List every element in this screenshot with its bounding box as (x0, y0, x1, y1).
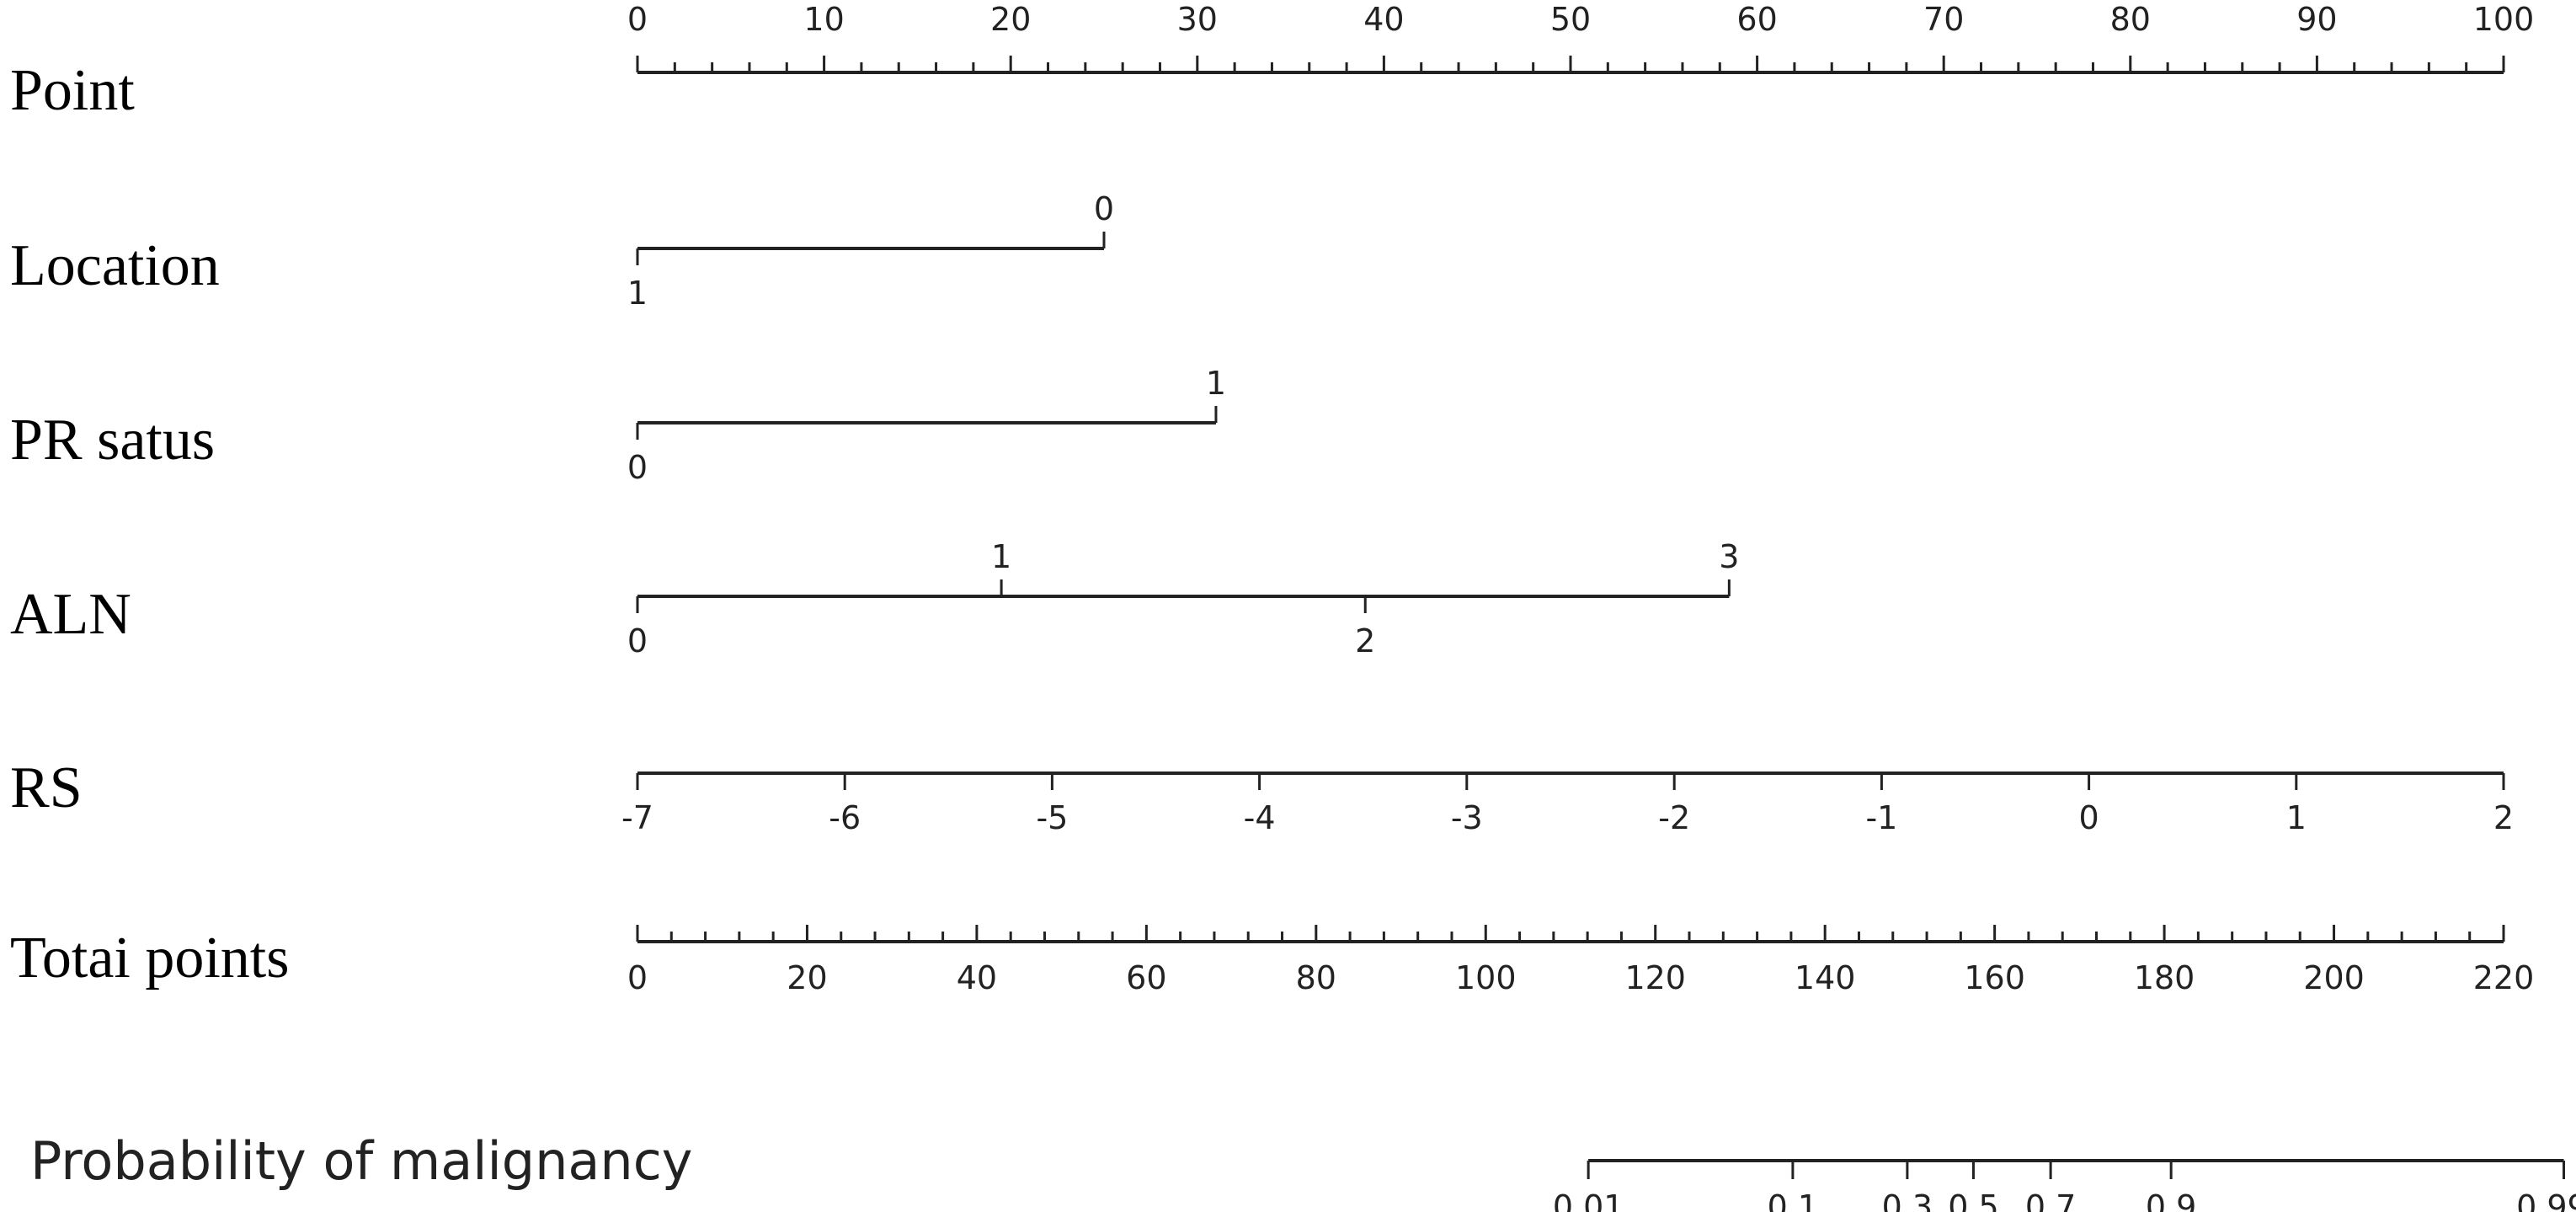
rs-level-label: -5 (1036, 799, 1068, 836)
probability-tick-label: 0.9 (2146, 1188, 2196, 1212)
probability-tick-label: 0.999 (2516, 1188, 2576, 1212)
probability-tick-label: 0.5 (1948, 1188, 1998, 1212)
row-label-location: Location (10, 233, 220, 298)
row-label-probability: Probability of malignancy (30, 1130, 692, 1192)
point-tick-label: 50 (1550, 1, 1591, 38)
rs-level-label: -3 (1451, 799, 1483, 836)
row-label-point: Point (10, 58, 135, 123)
rs-level-label: -1 (1865, 799, 1897, 836)
total-tick-label: 120 (1624, 959, 1686, 996)
total-tick-label: 140 (1795, 959, 1856, 996)
probability-tick-label: 0.3 (1882, 1188, 1933, 1212)
rs-level-label: -4 (1244, 799, 1276, 836)
row-label-total-points: Totai points (10, 926, 289, 990)
total-tick-label: 200 (2303, 959, 2365, 996)
total-tick-label: 20 (787, 959, 827, 996)
point-tick-label: 40 (1363, 1, 1404, 38)
probability-tick-label: 0.1 (1768, 1188, 1818, 1212)
total-tick-label: 40 (957, 959, 997, 996)
rs-level-label: 2 (2493, 799, 2514, 836)
aln-level-label: 3 (1719, 538, 1739, 575)
location-level-label: 1 (627, 275, 648, 312)
probability-tick-label: 0.7 (2025, 1188, 2076, 1212)
rs-level-label: -2 (1658, 799, 1690, 836)
aln-level-label: 1 (991, 538, 1011, 575)
point-tick-label: 10 (803, 1, 844, 38)
point-tick-label: 90 (2296, 1, 2337, 38)
total-tick-label: 160 (1964, 959, 2025, 996)
rs-level-label: -6 (829, 799, 861, 836)
rs-level-label: 0 (2079, 799, 2099, 836)
point-tick-label: 80 (2110, 1, 2151, 38)
row-label-rs: RS (10, 755, 83, 820)
total-tick-label: 100 (1455, 959, 1517, 996)
location-level-label: 0 (1094, 190, 1114, 227)
point-tick-label: 0 (627, 1, 648, 38)
total-tick-label: 220 (2473, 959, 2535, 996)
rs-level-label: -7 (621, 799, 653, 836)
total-tick-label: 80 (1296, 959, 1336, 996)
aln-level-label: 0 (627, 622, 648, 659)
pr-status-level-label: 0 (627, 449, 648, 486)
total-tick-label: 60 (1126, 959, 1166, 996)
point-tick-label: 70 (1923, 1, 1964, 38)
row-label-pr-status: PR satus (10, 408, 215, 473)
total-tick-label: 180 (2134, 959, 2195, 996)
point-tick-label: 20 (990, 1, 1031, 38)
point-tick-label: 60 (1736, 1, 1777, 38)
total-tick-label: 0 (627, 959, 648, 996)
pr-status-level-label: 1 (1206, 365, 1226, 402)
rs-level-label: 1 (2286, 799, 2307, 836)
point-tick-label: 100 (2473, 1, 2535, 38)
aln-level-label: 2 (1355, 622, 1375, 659)
probability-tick-label: 0.01 (1553, 1188, 1624, 1212)
row-label-aln: ALN (10, 582, 131, 647)
point-tick-label: 30 (1177, 1, 1218, 38)
